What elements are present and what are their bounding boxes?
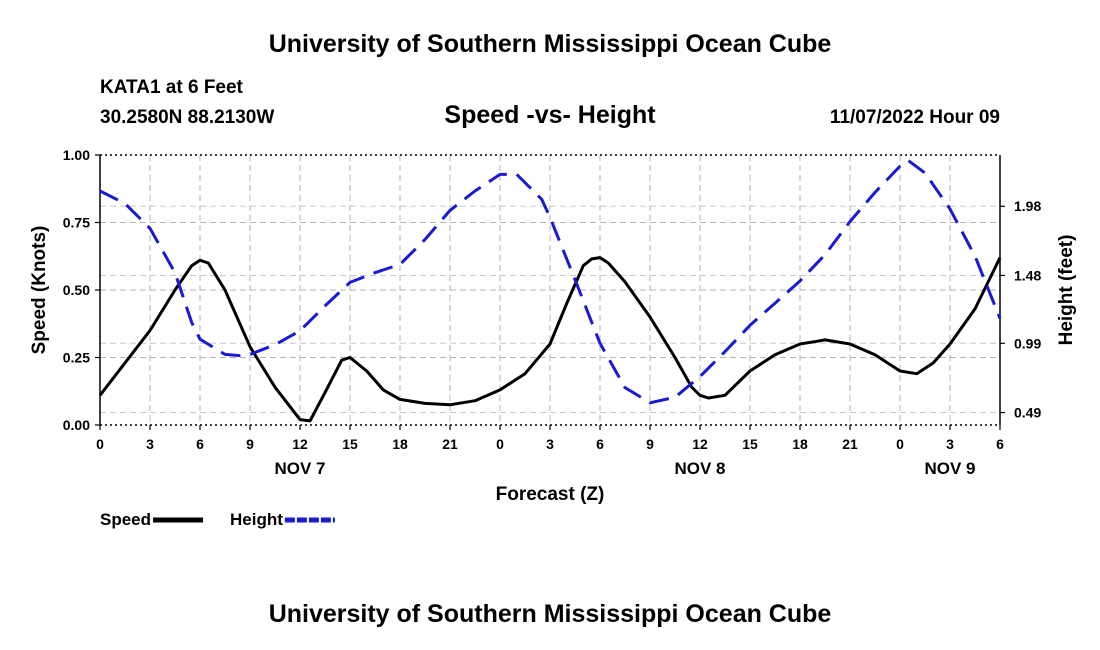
x-tick-label: 21 xyxy=(442,436,458,452)
x-tick-label: 12 xyxy=(692,436,708,452)
y-tick-label: 1.00 xyxy=(63,147,90,163)
station-coordinates: 30.2580N 88.2130W xyxy=(100,107,275,128)
legend: Speed Height xyxy=(100,510,335,529)
x-tick-label: 21 xyxy=(842,436,858,452)
date-label: NOV 9 xyxy=(924,459,975,478)
y2-tick-label: 1.98 xyxy=(1014,198,1041,214)
x-axis-title: Forecast (Z) xyxy=(496,484,605,505)
forecast-timestamp: 11/07/2022 Hour 09 xyxy=(829,107,1000,128)
y-tick-label: 0.00 xyxy=(63,417,90,433)
station-label: KATA1 at 6 Feet xyxy=(100,77,243,98)
y-tick-label: 0.50 xyxy=(63,282,90,298)
y-axis-title: Speed (Knots) xyxy=(29,226,50,355)
y-tick-label: 0.75 xyxy=(63,215,90,231)
series-line-height xyxy=(99,159,1002,405)
y2-axis-title: Height (feet) xyxy=(1056,235,1077,346)
x-tick-label: 6 xyxy=(596,436,604,452)
x-tick-label: 18 xyxy=(392,436,408,452)
chart-title: University of Southern Mississippi Ocean… xyxy=(268,30,832,58)
legend-label-height: Height xyxy=(230,510,283,529)
series-line-speed xyxy=(98,256,1002,423)
x-tick-label: 12 xyxy=(292,436,308,452)
x-tick-label: 0 xyxy=(496,436,504,452)
series xyxy=(98,159,1002,423)
x-tick-label: 6 xyxy=(996,436,1004,452)
y2-tick-label: 0.99 xyxy=(1014,335,1041,351)
legend-label-speed: Speed xyxy=(100,510,151,529)
axis-labels: 0 3 6 9 12 15 18 21 0 3 6 9 12 15 18 21 0 3 6 NOV 7 NOV 8 NOV… xyxy=(29,147,1077,505)
y-tick-label: 0.25 xyxy=(63,350,90,366)
y2-tick-label: 0.49 xyxy=(1014,405,1041,421)
x-tick-label: 3 xyxy=(546,436,554,452)
footer-title: University of Southern Mississippi Ocean… xyxy=(268,600,832,628)
x-tick-label: 15 xyxy=(342,436,358,452)
x-tick-label: 0 xyxy=(96,436,104,452)
x-tick-label: 3 xyxy=(946,436,954,452)
date-label: NOV 8 xyxy=(674,459,725,478)
x-tick-label: 0 xyxy=(896,436,904,452)
x-tick-label: 15 xyxy=(742,436,758,452)
x-tick-label: 18 xyxy=(792,436,808,452)
x-tick-label: 3 xyxy=(146,436,154,452)
axes xyxy=(95,154,1005,430)
x-tick-label: 9 xyxy=(246,436,254,452)
date-label: NOV 7 xyxy=(274,459,325,478)
x-tick-label: 9 xyxy=(646,436,654,452)
y2-tick-label: 1.48 xyxy=(1014,267,1041,283)
x-tick-label: 6 xyxy=(196,436,204,452)
grid xyxy=(100,155,1000,425)
chart-subtitle: Speed -vs- Height xyxy=(444,101,656,129)
